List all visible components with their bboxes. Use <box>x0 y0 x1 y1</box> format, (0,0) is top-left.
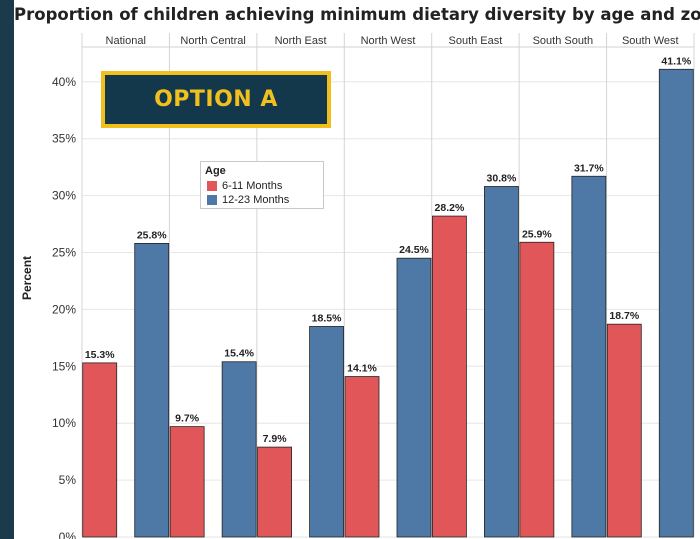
y-tick-label: 40% <box>52 75 76 89</box>
legend: Age 6-11 Months 12-23 Months <box>200 161 324 209</box>
legend-label-12-23-months: 12-23 Months <box>222 194 290 206</box>
bar-6-11-months <box>606 323 642 538</box>
data-label: 15.4% <box>224 348 254 360</box>
bar-12-23-months <box>484 186 519 538</box>
bar-6-11-months <box>257 446 292 538</box>
bar-12-23-months <box>571 175 607 538</box>
y-tick-label: 30% <box>52 189 76 203</box>
category-label: South West <box>622 35 679 47</box>
legend-item-12-23-months[interactable]: 12-23 Months <box>207 194 289 206</box>
data-label: 14.1% <box>347 363 377 375</box>
category-label: South East <box>449 35 503 47</box>
bar-12-23-months <box>221 361 257 538</box>
y-axis-label: Percent <box>20 255 34 300</box>
option-badge: OPTION A <box>101 71 331 128</box>
data-label: 24.5% <box>399 244 429 256</box>
bar-6-11-months <box>344 376 380 538</box>
data-label: 25.9% <box>522 228 552 240</box>
data-label: 18.5% <box>312 312 342 324</box>
bar-6-11-months <box>519 241 555 538</box>
bar-12-23-months <box>134 242 170 538</box>
data-label: 25.8% <box>137 229 167 241</box>
legend-item-6-11-months[interactable]: 6-11 Months <box>207 180 282 192</box>
category-label: South South <box>533 35 594 47</box>
y-tick-label: 15% <box>52 359 76 373</box>
category-label: North Central <box>180 35 245 47</box>
bar-6-11-months <box>169 426 205 538</box>
data-label: 15.3% <box>85 349 115 361</box>
legend-swatch-6-11-months <box>207 181 217 191</box>
option-label: OPTION A <box>154 87 278 112</box>
y-tick-label: 20% <box>52 302 76 316</box>
bar-12-23-months <box>658 68 694 538</box>
category-label: North East <box>275 35 327 47</box>
category-label: National <box>106 35 146 47</box>
data-label: 31.7% <box>574 162 604 174</box>
bar-12-23-months <box>309 326 344 538</box>
chart-title: Proportion of children achieving minimum… <box>14 5 700 24</box>
bar-12-23-months <box>396 257 432 538</box>
category-label: North West <box>361 35 416 47</box>
data-label: 9.7% <box>175 413 200 425</box>
legend-swatch-12-23-months <box>207 195 217 205</box>
legend-title: Age <box>205 165 226 177</box>
data-label: 30.8% <box>487 172 517 184</box>
y-tick-label: 25% <box>52 246 76 260</box>
data-label: 7.9% <box>263 433 288 445</box>
y-tick-label: 5% <box>59 473 77 487</box>
data-label: 28.2% <box>435 202 465 214</box>
bar-6-11-months <box>432 215 467 538</box>
data-label: 18.7% <box>609 310 639 322</box>
y-tick-label: 10% <box>52 416 76 430</box>
data-label: 41.1% <box>661 55 691 67</box>
y-tick-label: 0% <box>59 530 77 539</box>
y-tick-label: 35% <box>52 132 76 146</box>
legend-label-6-11-months: 6-11 Months <box>222 180 283 192</box>
bar-6-11-months <box>82 362 118 538</box>
